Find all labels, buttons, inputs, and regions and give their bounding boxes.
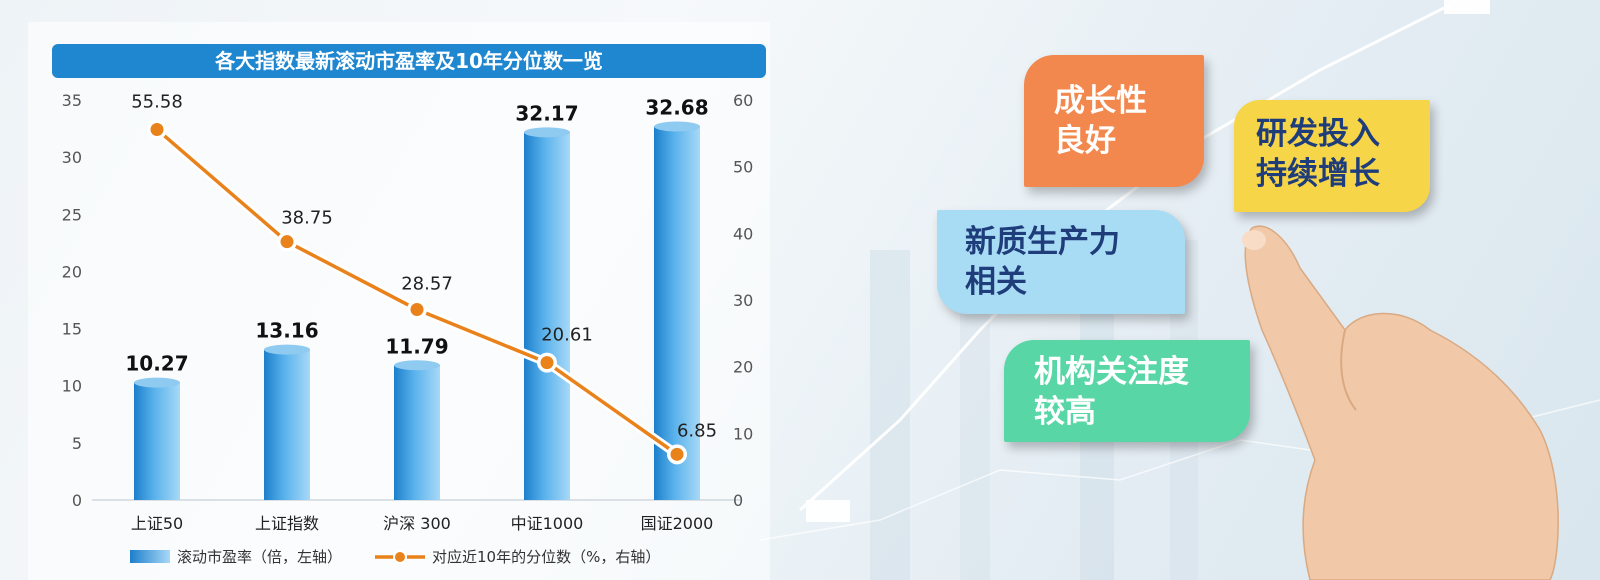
- bar-top-cap: [394, 360, 440, 371]
- tag-rd-line2: 持续增长: [1256, 156, 1380, 192]
- bar-top-cap: [654, 121, 700, 132]
- line-point: [150, 122, 164, 136]
- bar: [394, 365, 440, 500]
- tag-institution-attention: 机构关注度 较高: [1004, 340, 1250, 442]
- tag-growth-good: 成长性 良好: [1024, 55, 1204, 187]
- tag-growth-line1: 成长性: [1054, 83, 1147, 119]
- legend-line-marker: [393, 550, 407, 564]
- y-right-tick-label: 30: [733, 291, 753, 310]
- line-point: [410, 303, 424, 317]
- bar: [264, 349, 310, 500]
- bar-value-label: 11.79: [385, 334, 448, 358]
- x-category-label: 沪深 300: [383, 514, 451, 533]
- legend-bar-swatch: [130, 550, 170, 563]
- y-right-tick-label: 0: [733, 491, 743, 510]
- line-value-label: 55.58: [131, 91, 183, 112]
- bar-top-cap: [134, 377, 180, 388]
- y-left-tick-label: 15: [62, 320, 82, 339]
- x-category-label: 上证指数: [255, 514, 319, 533]
- y-left-tick-label: 10: [62, 377, 82, 396]
- line-value-label: 38.75: [281, 208, 333, 229]
- y-left-tick-label: 35: [62, 91, 82, 110]
- tag-growth-line2: 良好: [1054, 123, 1116, 159]
- y-right-tick-label: 60: [733, 91, 753, 110]
- bar-top-cap: [264, 344, 310, 355]
- y-right-tick-label: 10: [733, 424, 753, 443]
- bar-value-label: 32.68: [645, 96, 708, 120]
- line-value-label: 6.85: [677, 420, 717, 441]
- x-category-label: 国证2000: [641, 514, 714, 533]
- line-point: [540, 356, 554, 370]
- bar-value-label: 32.17: [515, 101, 578, 125]
- y-left-tick-label: 5: [72, 434, 82, 453]
- y-left-tick-label: 20: [62, 262, 82, 281]
- y-left-tick-label: 0: [72, 491, 82, 510]
- bar-value-label: 10.27: [125, 352, 188, 376]
- bar: [134, 382, 180, 500]
- line-point: [280, 235, 294, 249]
- bar: [654, 126, 700, 500]
- tag-rd-growth: 研发投入 持续增长: [1234, 100, 1430, 212]
- tag-quality-line1: 新质生产力: [965, 224, 1120, 260]
- tag-rd-line1: 研发投入: [1256, 116, 1380, 152]
- x-category-label: 上证50: [131, 514, 183, 533]
- y-right-tick-label: 50: [733, 158, 753, 177]
- hand-pointing-icon: [1242, 225, 1559, 580]
- y-left-tick-label: 30: [62, 148, 82, 167]
- chart-title: 各大指数最新滚动市盈率及10年分位数一览: [52, 44, 766, 78]
- bar: [524, 132, 570, 501]
- tag-new-quality-productivity: 新质生产力 相关: [937, 210, 1185, 314]
- line-value-label: 28.57: [401, 274, 453, 295]
- line-point: [670, 447, 684, 461]
- y-right-tick-label: 20: [733, 358, 753, 377]
- y-right-tick-label: 40: [733, 224, 753, 243]
- x-category-label: 中证1000: [511, 514, 584, 533]
- tag-inst-line2: 较高: [1034, 394, 1096, 430]
- bar-top-cap: [524, 127, 570, 138]
- line-value-label: 20.61: [541, 325, 593, 346]
- tag-inst-line1: 机构关注度: [1034, 354, 1189, 390]
- legend-line-label: 对应近10年的分位数（%，右轴）: [432, 548, 660, 566]
- y-left-tick-label: 25: [62, 205, 82, 224]
- legend-bar-label: 滚动市盈率（倍，左轴）: [177, 548, 342, 566]
- bar-value-label: 13.16: [255, 319, 318, 343]
- tag-quality-line2: 相关: [965, 264, 1027, 300]
